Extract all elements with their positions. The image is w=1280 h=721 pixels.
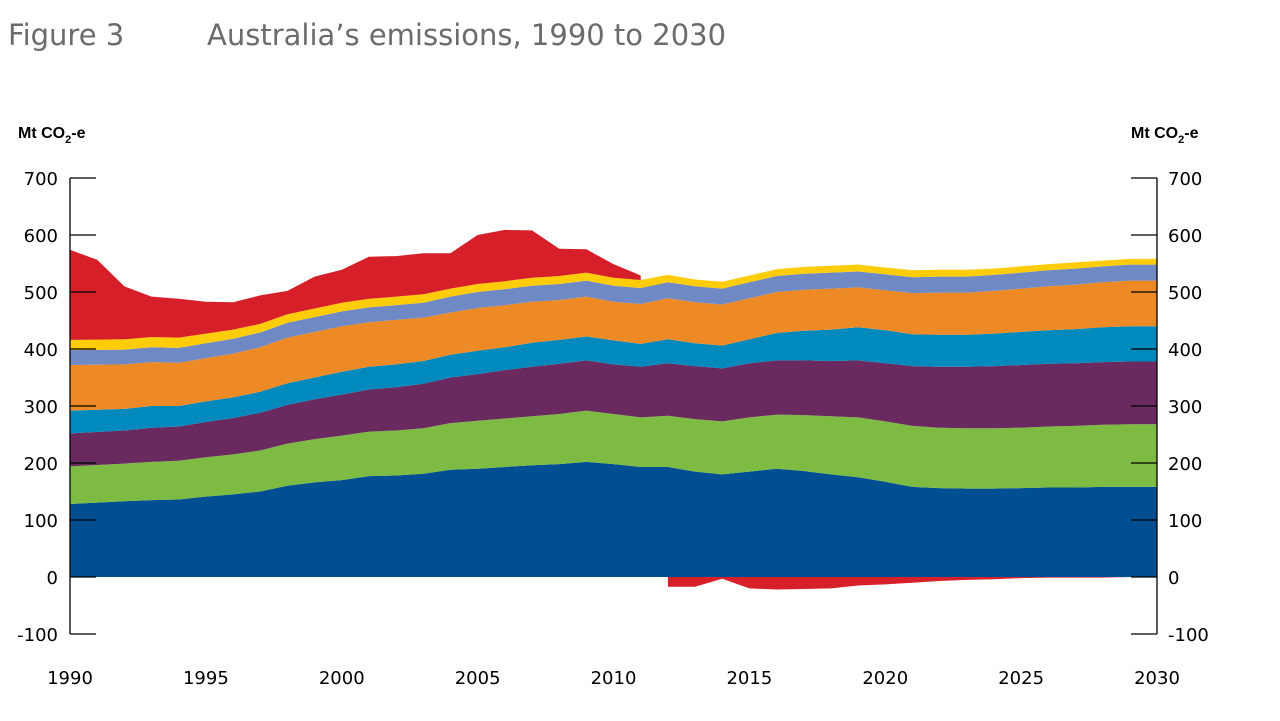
right-y-tick-label: 400 bbox=[1168, 340, 1202, 361]
area-series-7 bbox=[70, 258, 1157, 351]
left-unit-label: Mt CO2-e bbox=[18, 125, 86, 146]
area-series-1 bbox=[70, 461, 1157, 577]
right-y-tick-label: 600 bbox=[1168, 226, 1202, 247]
area-layer bbox=[70, 229, 1157, 590]
x-tick-label: 1995 bbox=[183, 668, 229, 689]
right-y-tick-label: 700 bbox=[1168, 169, 1202, 190]
x-tick-label: 2020 bbox=[862, 668, 908, 689]
area-series-2 bbox=[70, 410, 1157, 504]
left-y-tick-label: 700 bbox=[24, 169, 58, 190]
right-unit-label: Mt CO2-e bbox=[1131, 125, 1199, 146]
area-lulucf-negative bbox=[667, 577, 1157, 590]
left-y-tick-label: 300 bbox=[24, 397, 58, 418]
area-series-4 bbox=[70, 326, 1157, 434]
chart-title: Australia’s emissions, 1990 to 2030 bbox=[207, 18, 727, 52]
figure-label: Figure 3 bbox=[8, 18, 125, 52]
right-y-tick-label: 0 bbox=[1168, 568, 1179, 589]
axes-layer: -100 -100 0 0 100 100 200 200 300 300 400 400 500 500… bbox=[17, 169, 1209, 689]
area-series-6 bbox=[70, 264, 1157, 365]
left-y-tick-label: 400 bbox=[24, 340, 58, 361]
left-y-tick-label: 100 bbox=[24, 511, 58, 532]
x-tick-label: 1990 bbox=[47, 668, 93, 689]
right-y-tick-label: 200 bbox=[1168, 454, 1202, 475]
left-y-tick-label: 0 bbox=[47, 568, 58, 589]
right-y-tick-label: -100 bbox=[1168, 625, 1209, 646]
left-y-tick-label: 600 bbox=[24, 226, 58, 247]
x-tick-label: 2000 bbox=[319, 668, 365, 689]
area-lulucf-positive bbox=[70, 229, 641, 340]
left-y-tick-label: 200 bbox=[24, 454, 58, 475]
left-y-tick-label: -100 bbox=[17, 625, 58, 646]
right-y-tick-label: 500 bbox=[1168, 283, 1202, 304]
left-y-tick-label: 500 bbox=[24, 283, 58, 304]
right-y-tick-label: 300 bbox=[1168, 397, 1202, 418]
x-tick-label: 2030 bbox=[1134, 668, 1180, 689]
area-series-3 bbox=[70, 360, 1157, 467]
x-tick-label: 2015 bbox=[726, 668, 772, 689]
right-y-tick-label: 100 bbox=[1168, 511, 1202, 532]
x-tick-label: 2005 bbox=[455, 668, 501, 689]
x-tick-label: 2025 bbox=[998, 668, 1044, 689]
x-tick-label: 2010 bbox=[591, 668, 637, 689]
area-series-5 bbox=[70, 280, 1157, 411]
